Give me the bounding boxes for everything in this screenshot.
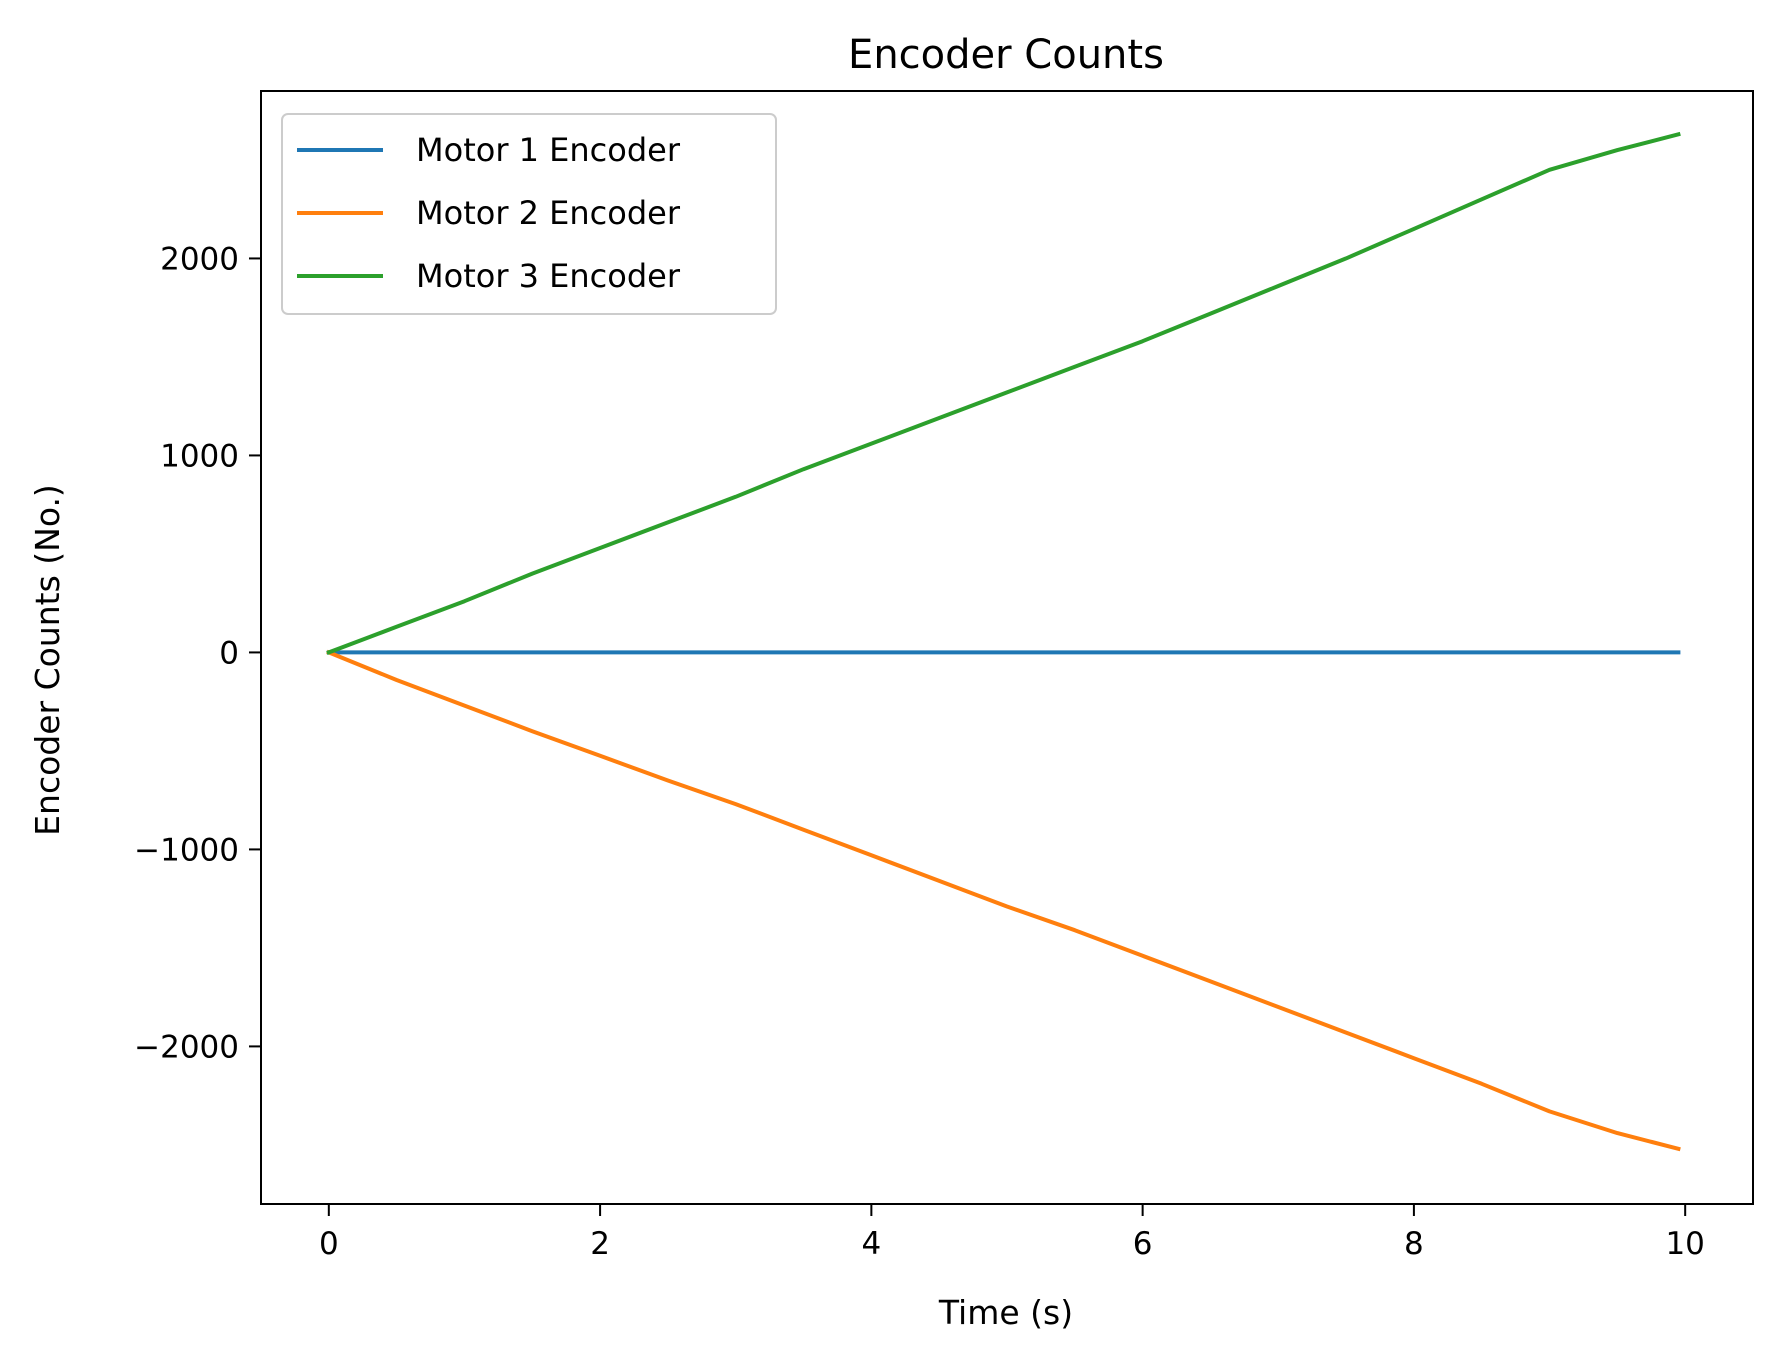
series-layer bbox=[326, 131, 1681, 1152]
series-line-motor-3 bbox=[326, 131, 1681, 655]
plot-frame bbox=[260, 90, 1754, 1205]
x-tick-label: 6 bbox=[1133, 1226, 1153, 1262]
y-tick-label: −2000 bbox=[134, 1029, 239, 1065]
y-tick-label: 0 bbox=[219, 635, 239, 671]
ticks-layer: 0 2 4 6 8 10 −2000 −1000 0 1000 2000 bbox=[134, 241, 1705, 1262]
x-tick-label: 4 bbox=[861, 1226, 881, 1262]
chart-title: Encoder Counts bbox=[848, 32, 1164, 78]
y-tick-label: 2000 bbox=[160, 241, 239, 277]
x-tick-label: 0 bbox=[319, 1226, 339, 1262]
legend-label-motor-2: Motor 2 Encoder bbox=[416, 194, 681, 232]
legend-label-motor-3: Motor 3 Encoder bbox=[416, 257, 681, 295]
legend-box bbox=[281, 113, 777, 315]
legend-label-motor-1: Motor 1 Encoder bbox=[416, 131, 681, 169]
legend: Motor 1 Encoder Motor 2 Encoder Motor 3 En… bbox=[281, 113, 777, 315]
y-tick-label: −1000 bbox=[134, 832, 239, 868]
x-tick-label: 10 bbox=[1665, 1226, 1704, 1262]
series-line-motor-2 bbox=[326, 649, 1681, 1152]
x-tick-label: 8 bbox=[1404, 1226, 1424, 1262]
y-tick-label: 1000 bbox=[160, 438, 239, 474]
x-axis-label: Time (s) bbox=[938, 1293, 1073, 1332]
x-tick-label: 2 bbox=[590, 1226, 610, 1262]
y-axis-label: Encoder Counts (No.) bbox=[28, 484, 67, 836]
